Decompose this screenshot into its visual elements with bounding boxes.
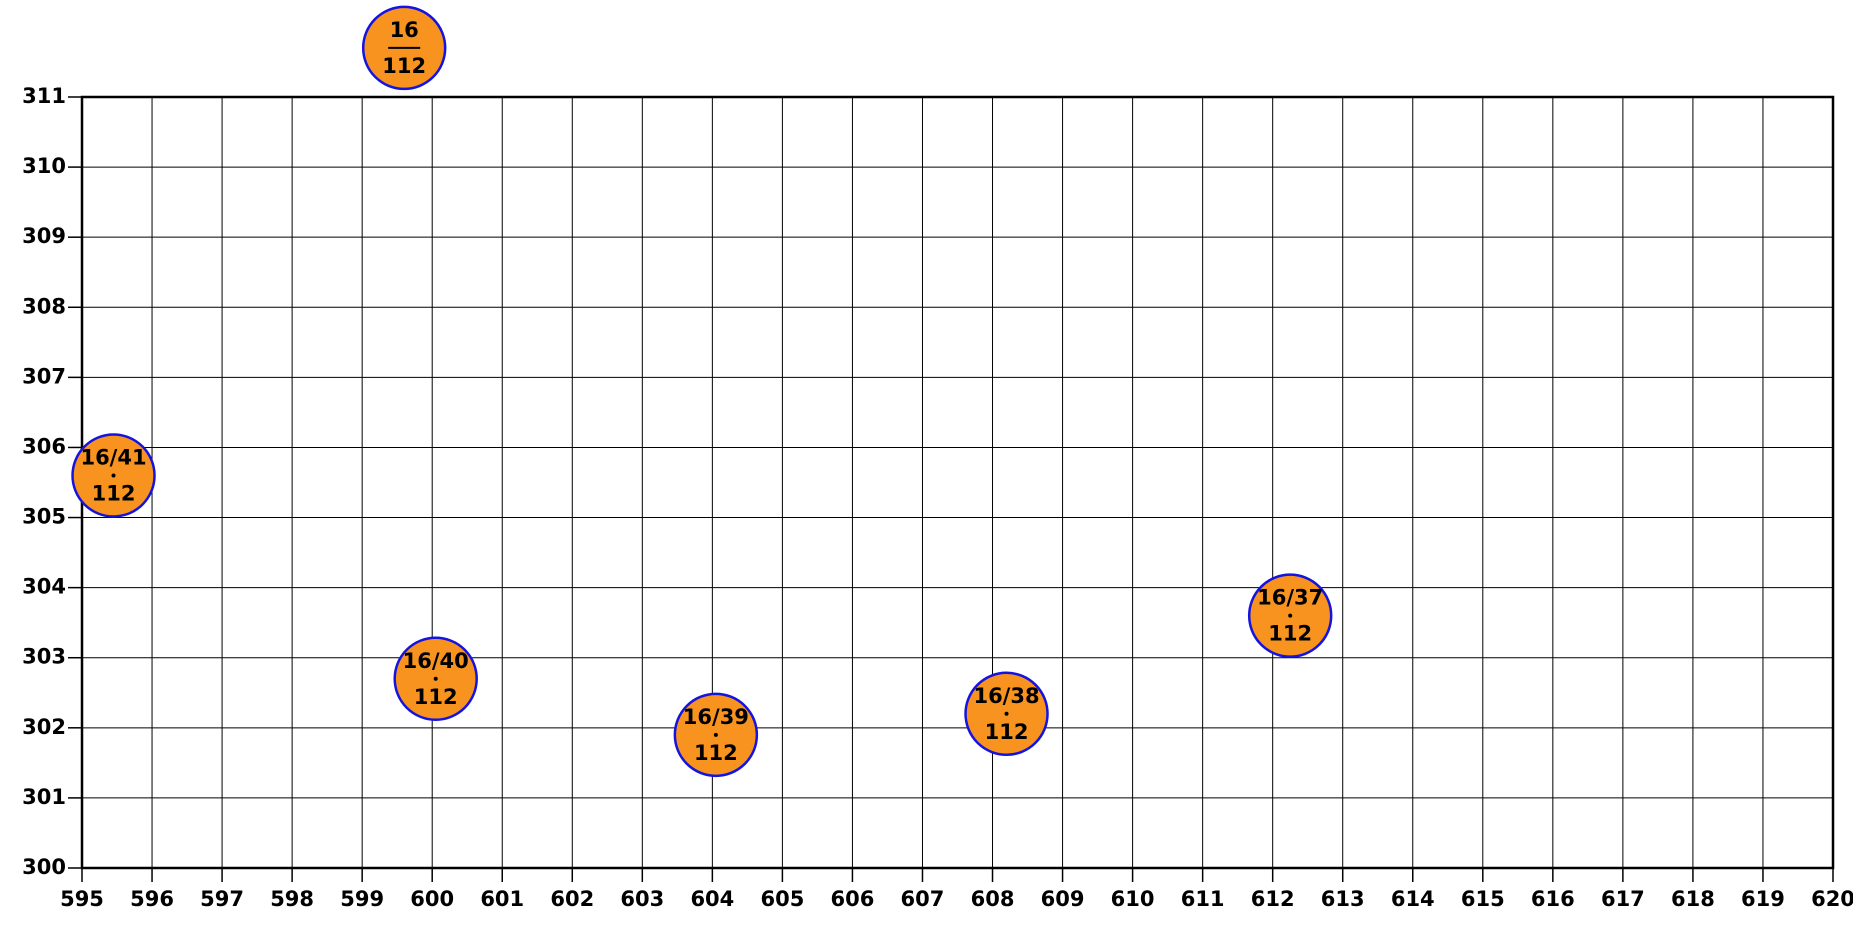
x-tick-label: 620 <box>1811 887 1853 911</box>
x-tick-label: 605 <box>760 887 804 911</box>
x-tick-label: 606 <box>831 887 875 911</box>
plot-frame <box>80 95 1835 870</box>
x-tick-label: 602 <box>550 887 594 911</box>
x-tick-label: 612 <box>1251 887 1295 911</box>
point-label: 16/40 <box>403 649 469 673</box>
y-tick-label: 305 <box>22 505 66 529</box>
y-tick-label: 300 <box>22 855 66 879</box>
x-tick-label: 601 <box>480 887 524 911</box>
y-tick-label: 309 <box>22 224 66 248</box>
point-sublabel: 112 <box>985 720 1029 744</box>
y-tick-label: 301 <box>22 785 66 809</box>
point-label: 16/38 <box>973 684 1039 708</box>
x-tick-label: 603 <box>620 887 664 911</box>
x-tick-label: 613 <box>1321 887 1365 911</box>
y-tick-label: 311 <box>22 84 66 108</box>
y-tick-label: 307 <box>22 364 66 388</box>
x-tick-label: 604 <box>690 887 734 911</box>
y-tick-label: 310 <box>22 154 66 178</box>
point-sublabel: 112 <box>92 481 136 505</box>
y-tick-label: 306 <box>22 434 66 458</box>
point-sublabel: 112 <box>414 685 458 709</box>
point-label: 16/37 <box>1257 586 1323 610</box>
y-tick-label: 302 <box>22 715 66 739</box>
x-tick-label: 615 <box>1461 887 1505 911</box>
y-tick-label: 303 <box>22 645 66 669</box>
y-tick-label: 308 <box>22 294 66 318</box>
x-tick-label: 599 <box>340 887 384 911</box>
point-label: 16/41 <box>80 445 146 469</box>
x-tick-label: 597 <box>200 887 244 911</box>
point-center <box>1004 711 1009 716</box>
point-label: 16 <box>390 18 419 42</box>
x-tick-label: 598 <box>270 887 314 911</box>
point-center <box>433 676 438 681</box>
x-tick-label: 618 <box>1671 887 1715 911</box>
point-center <box>1288 613 1293 618</box>
x-tick-label: 608 <box>971 887 1015 911</box>
x-tick-label: 617 <box>1601 887 1645 911</box>
x-tick-label: 609 <box>1041 887 1085 911</box>
x-tick-label: 616 <box>1531 887 1575 911</box>
x-tick-label: 595 <box>60 887 104 911</box>
x-tick-label: 619 <box>1741 887 1785 911</box>
x-tick-label: 600 <box>410 887 454 911</box>
x-tick-label: 611 <box>1181 887 1225 911</box>
x-tick-label: 610 <box>1111 887 1155 911</box>
x-tick-label: 614 <box>1391 887 1435 911</box>
point-sublabel: 112 <box>382 54 426 78</box>
point-label: 16/39 <box>683 705 749 729</box>
point-center <box>111 473 116 478</box>
x-tick-label: 596 <box>130 887 174 911</box>
x-tick-label: 607 <box>901 887 945 911</box>
point-sublabel: 112 <box>1268 622 1312 646</box>
point-center <box>713 732 718 737</box>
y-tick-label: 304 <box>22 575 66 599</box>
point-sublabel: 112 <box>694 741 738 765</box>
